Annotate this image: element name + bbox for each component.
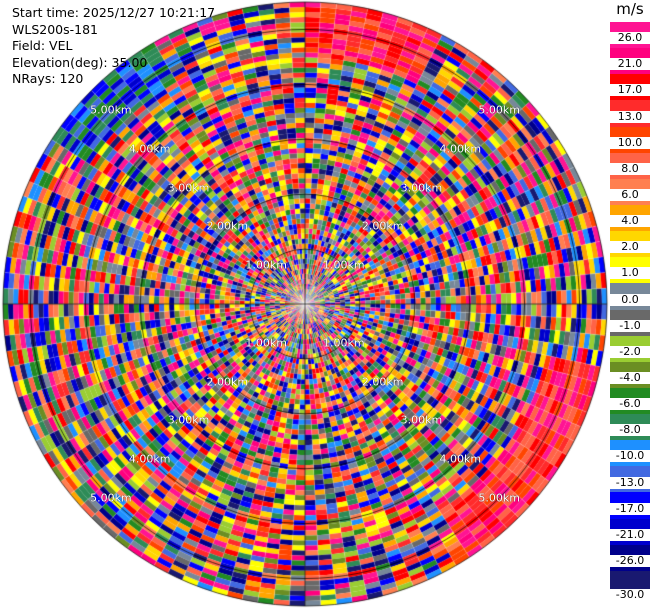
colorbar-tick-label: -17.0 <box>610 502 650 515</box>
colorbar-tick-label: 17.0 <box>610 84 650 97</box>
range-ring-label: 3.00km <box>167 413 210 427</box>
colorbar-tick-label: 13.0 <box>610 110 650 123</box>
velocity-ppi-canvas <box>0 0 610 610</box>
colorbar-tick-label: 10.0 <box>610 136 650 149</box>
colorbar-tick-label: -13.0 <box>610 476 650 489</box>
colorbar-tick-label: 26.0 <box>610 32 650 45</box>
range-ring-label: 1.00km <box>323 258 365 272</box>
range-ring-label: 3.00km <box>167 181 210 195</box>
colorbar-tick-label: -30.0 <box>610 589 650 601</box>
range-ring-label: 5.00km <box>90 103 132 117</box>
colorbar-tick-label: -8.0 <box>610 424 650 437</box>
range-ring-label: 2.00km <box>361 219 404 233</box>
range-ring-label: 1.00km <box>245 336 287 350</box>
colorbar-tick-label: 6.0 <box>610 189 650 202</box>
velocity-colorbar: 26.0 21.0 17.0 13.0 10.0 8.0 6.0 4.0 2.0 1.0 0.0 -1… <box>610 22 650 601</box>
range-ring-label: 2.00km <box>206 375 249 389</box>
range-ring-label: 1.00km <box>245 258 287 272</box>
nrays-text: NRays: 120 <box>12 71 84 86</box>
elevation-text: Elevation(deg): 35.00 <box>12 54 148 70</box>
range-ring-label: 4.00km <box>128 142 171 156</box>
colorbar-tick-label: -2.0 <box>610 345 650 358</box>
range-ring-label: 4.00km <box>439 142 482 156</box>
range-ring-label: 2.00km <box>361 375 404 389</box>
colorbar-tick-label: -4.0 <box>610 371 650 384</box>
range-ring-label: 5.00km <box>478 103 520 117</box>
colorbar-tick-label: 8.0 <box>610 162 650 175</box>
start-time-text: Start time: 2025/12/27 10:21:17 <box>12 5 216 20</box>
colorbar-tick-label: 21.0 <box>610 58 650 71</box>
colorbar-tick-label: 4.0 <box>610 215 650 228</box>
range-ring-label: 5.00km <box>90 491 132 505</box>
field-text: Field: VEL <box>12 38 73 53</box>
radar-ppi-display <box>0 0 610 610</box>
range-ring-label: 2.00km <box>206 219 249 233</box>
colorbar-tick-label: 2.0 <box>610 241 650 254</box>
range-ring-label: 4.00km <box>128 452 171 466</box>
range-ring-label: 3.00km <box>400 413 443 427</box>
colorbar-tick-label: 1.0 <box>610 267 650 280</box>
colorbar-tick-label: -26.0 <box>610 554 650 567</box>
colorbar-tick-label: -10.0 <box>610 450 650 463</box>
colorbar-tick-label: 0.0 <box>610 293 650 306</box>
colorbar-unit-label: m/s <box>616 0 644 18</box>
range-ring-label: 1.00km <box>323 336 365 350</box>
range-ring-label: 4.00km <box>439 452 482 466</box>
colorbar-tick-label: -6.0 <box>610 398 650 411</box>
colorbar-tick-label: -1.0 <box>610 319 650 332</box>
range-ring-label: 3.00km <box>400 181 443 195</box>
range-ring-label: 5.00km <box>478 491 520 505</box>
colorbar-tick-label: -21.0 <box>610 528 650 541</box>
station-text: WLS200s-181 <box>12 21 98 37</box>
scan-info-panel: Start time: 2025/12/27 10:21:17 WLS200s-… <box>12 5 215 88</box>
